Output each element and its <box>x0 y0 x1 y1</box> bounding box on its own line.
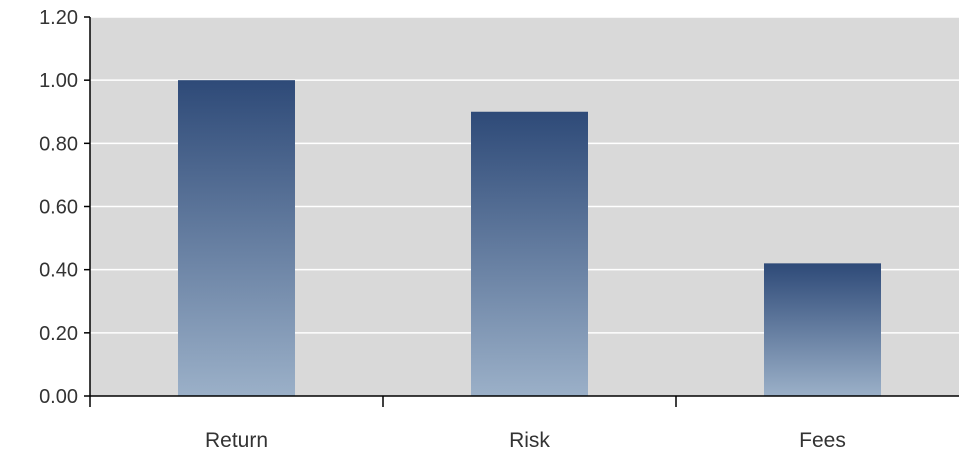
x-category-label: Return <box>205 429 268 451</box>
y-tick-label: 0.60 <box>39 197 78 219</box>
axis-labels: 0.00 0.20 0.40 0.60 0.80 1.00 1.20 Return Risk Fe… <box>39 7 846 451</box>
bars <box>178 80 881 397</box>
y-tick-label: 0.80 <box>39 133 78 155</box>
y-tick-label: 0.40 <box>39 260 78 282</box>
y-tick-label: 0.00 <box>39 386 78 408</box>
bar-return <box>178 80 295 397</box>
x-category-label: Fees <box>799 429 846 451</box>
y-tick-label: 0.20 <box>39 323 78 345</box>
y-tick-label: 1.20 <box>39 7 78 29</box>
bar-risk <box>471 111 588 396</box>
bar-fees <box>764 263 881 396</box>
x-category-label: Risk <box>509 429 550 451</box>
y-tick-label: 1.00 <box>39 70 78 92</box>
axes <box>84 16 959 407</box>
